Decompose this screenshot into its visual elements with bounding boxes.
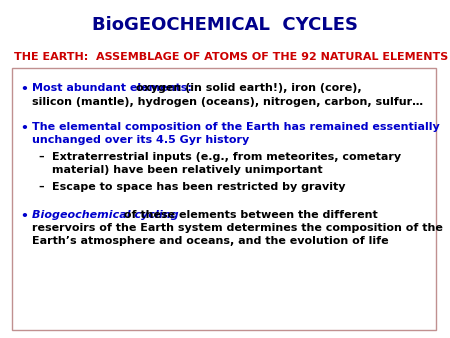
Text: unchanged over its 4.5 Gyr history: unchanged over its 4.5 Gyr history — [32, 135, 249, 145]
Text: oxygen (in solid earth!), iron (core),: oxygen (in solid earth!), iron (core), — [136, 83, 361, 93]
Text: Earth’s atmosphere and oceans, and the evolution of life: Earth’s atmosphere and oceans, and the e… — [32, 236, 389, 246]
Text: Most abundant elements:: Most abundant elements: — [32, 83, 196, 93]
Text: BioGEOCHEMICAL  CYCLES: BioGEOCHEMICAL CYCLES — [92, 16, 358, 34]
Text: silicon (mantle), hydrogen (oceans), nitrogen, carbon, sulfur…: silicon (mantle), hydrogen (oceans), nit… — [32, 97, 423, 107]
Text: material) have been relatively unimportant: material) have been relatively unimporta… — [52, 165, 323, 175]
Text: of these elements between the different: of these elements between the different — [120, 210, 378, 220]
Text: –: – — [38, 152, 44, 162]
Text: reservoirs of the Earth system determines the composition of the: reservoirs of the Earth system determine… — [32, 223, 443, 233]
Text: •: • — [20, 83, 28, 96]
Text: Extraterrestrial inputs (e.g., from meteorites, cometary: Extraterrestrial inputs (e.g., from mete… — [52, 152, 401, 162]
Bar — [12, 68, 436, 330]
Text: •: • — [20, 210, 28, 223]
Text: –: – — [38, 182, 44, 192]
Text: •: • — [20, 122, 28, 135]
Text: THE EARTH:  ASSEMBLAGE OF ATOMS OF THE 92 NATURAL ELEMENTS: THE EARTH: ASSEMBLAGE OF ATOMS OF THE 92… — [14, 52, 448, 62]
Text: Escape to space has been restricted by gravity: Escape to space has been restricted by g… — [52, 182, 346, 192]
Text: Biogeochemical cycling: Biogeochemical cycling — [32, 210, 179, 220]
Text: The elemental composition of the Earth has remained essentially: The elemental composition of the Earth h… — [32, 122, 440, 132]
